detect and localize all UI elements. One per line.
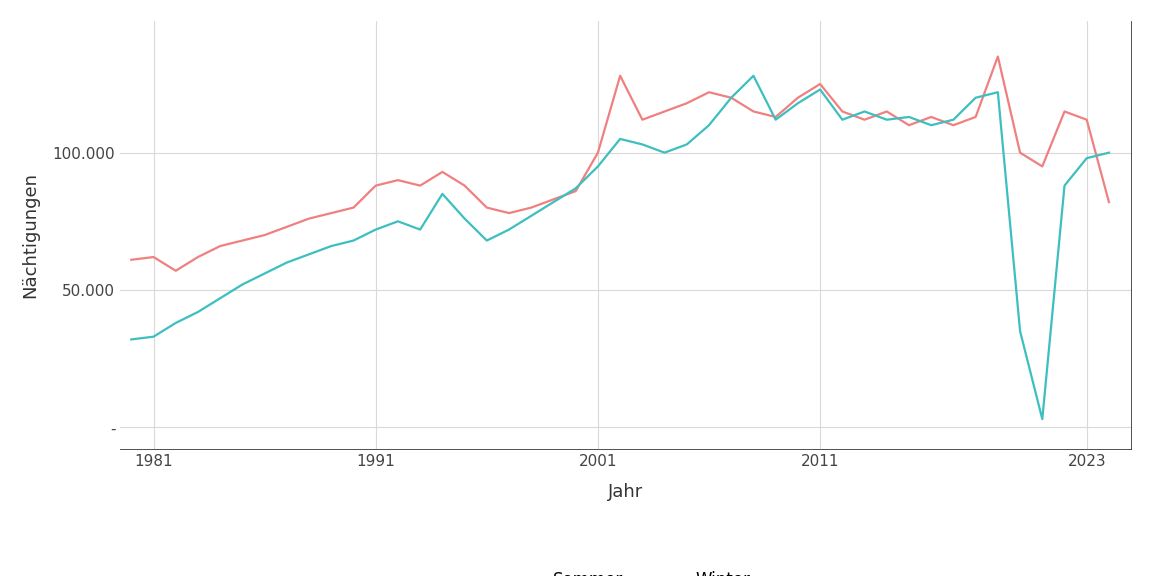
- Winter: [880, 116, 894, 123]
- Sommer: [502, 210, 516, 217]
- Winter: [369, 226, 382, 233]
- Sommer: [569, 188, 583, 195]
- Winter: [1102, 149, 1116, 156]
- Winter: [969, 94, 983, 101]
- Winter: [169, 320, 183, 327]
- Winter: [1058, 182, 1071, 189]
- Sommer: [1013, 149, 1026, 156]
- Sommer: [835, 108, 849, 115]
- Line: Winter: Winter: [131, 76, 1109, 419]
- Sommer: [546, 196, 560, 203]
- Winter: [813, 86, 827, 93]
- Sommer: [991, 53, 1005, 60]
- Sommer: [902, 122, 916, 128]
- Sommer: [391, 177, 404, 184]
- Sommer: [146, 253, 160, 260]
- Winter: [457, 215, 471, 222]
- Legend: Sommer, Winter: Sommer, Winter: [495, 564, 757, 576]
- Winter: [658, 149, 672, 156]
- Sommer: [813, 81, 827, 88]
- Sommer: [636, 116, 650, 123]
- Sommer: [435, 168, 449, 175]
- Winter: [480, 237, 494, 244]
- Sommer: [169, 267, 183, 274]
- Sommer: [613, 73, 627, 79]
- Winter: [1036, 416, 1049, 423]
- Sommer: [768, 113, 782, 120]
- Sommer: [658, 108, 672, 115]
- Sommer: [258, 232, 272, 238]
- Winter: [991, 89, 1005, 96]
- Sommer: [457, 182, 471, 189]
- Sommer: [702, 89, 715, 96]
- Sommer: [591, 149, 605, 156]
- Winter: [213, 295, 227, 302]
- Sommer: [347, 204, 361, 211]
- Winter: [835, 116, 849, 123]
- Sommer: [480, 204, 494, 211]
- Sommer: [791, 94, 805, 101]
- Sommer: [880, 108, 894, 115]
- Winter: [502, 226, 516, 233]
- Winter: [391, 218, 404, 225]
- Sommer: [302, 215, 316, 222]
- Winter: [1079, 155, 1093, 162]
- Winter: [524, 213, 538, 219]
- Winter: [702, 122, 715, 128]
- Sommer: [369, 182, 382, 189]
- Sommer: [947, 122, 961, 128]
- Sommer: [969, 113, 983, 120]
- Winter: [347, 237, 361, 244]
- Winter: [124, 336, 138, 343]
- Sommer: [191, 253, 205, 260]
- Winter: [768, 116, 782, 123]
- Sommer: [414, 182, 427, 189]
- Winter: [258, 270, 272, 277]
- Y-axis label: Nächtigungen: Nächtigungen: [21, 172, 39, 298]
- Winter: [924, 122, 938, 128]
- Winter: [414, 226, 427, 233]
- Sommer: [1102, 199, 1116, 206]
- Sommer: [924, 113, 938, 120]
- Sommer: [235, 237, 249, 244]
- Sommer: [1036, 163, 1049, 170]
- Winter: [725, 94, 738, 101]
- Winter: [280, 259, 294, 266]
- Sommer: [1079, 116, 1093, 123]
- Sommer: [857, 116, 871, 123]
- Winter: [546, 199, 560, 206]
- Sommer: [280, 223, 294, 230]
- Winter: [1013, 328, 1026, 335]
- Winter: [435, 191, 449, 198]
- X-axis label: Jahr: Jahr: [608, 483, 643, 501]
- Sommer: [1058, 108, 1071, 115]
- Winter: [146, 334, 160, 340]
- Sommer: [680, 100, 694, 107]
- Winter: [902, 113, 916, 120]
- Sommer: [325, 210, 339, 217]
- Winter: [791, 100, 805, 107]
- Sommer: [746, 108, 760, 115]
- Winter: [302, 251, 316, 257]
- Winter: [947, 116, 961, 123]
- Winter: [857, 108, 871, 115]
- Winter: [569, 185, 583, 192]
- Winter: [680, 141, 694, 148]
- Sommer: [213, 242, 227, 249]
- Winter: [325, 242, 339, 249]
- Sommer: [524, 204, 538, 211]
- Sommer: [725, 94, 738, 101]
- Winter: [613, 135, 627, 142]
- Winter: [746, 73, 760, 79]
- Winter: [191, 309, 205, 316]
- Sommer: [124, 256, 138, 263]
- Line: Sommer: Sommer: [131, 56, 1109, 271]
- Winter: [636, 141, 650, 148]
- Winter: [235, 281, 249, 288]
- Winter: [591, 163, 605, 170]
